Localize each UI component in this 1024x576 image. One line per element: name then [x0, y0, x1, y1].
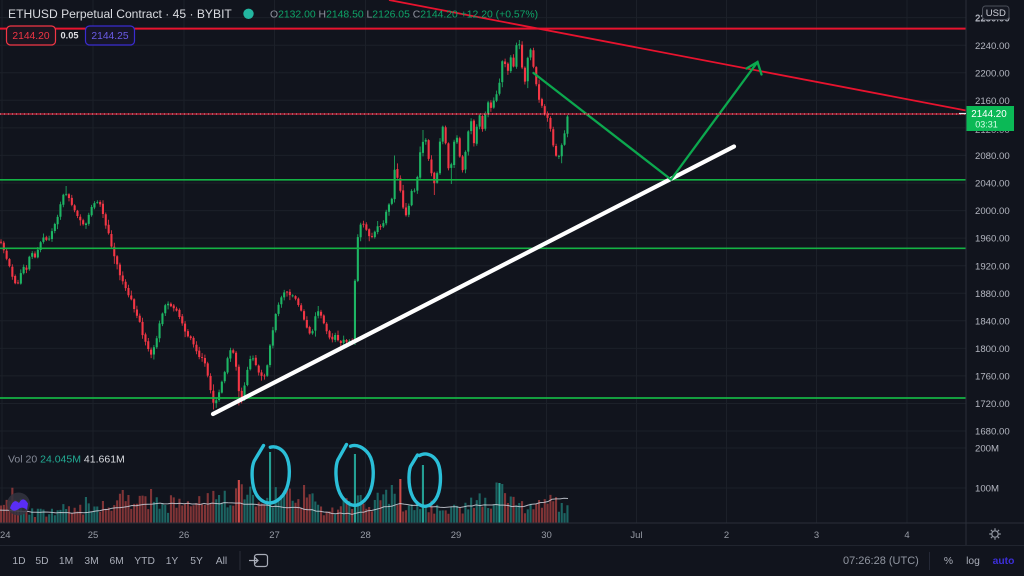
svg-text:26: 26 [179, 530, 190, 541]
svg-text:4: 4 [904, 530, 909, 541]
svg-text:100M: 100M [975, 484, 999, 495]
svg-text:30: 30 [541, 530, 552, 541]
svg-text:YTD: YTD [134, 556, 155, 567]
svg-text:1840.00: 1840.00 [975, 316, 1010, 327]
svg-text:2: 2 [724, 530, 729, 541]
svg-text:07:26:28 (UTC): 07:26:28 (UTC) [843, 555, 919, 567]
svg-text:USD: USD [986, 8, 1006, 19]
svg-text:O2132.00 H2148.50 L2126.05 C21: O2132.00 H2148.50 L2126.05 C2144.20 +12.… [270, 10, 538, 21]
svg-text:3: 3 [814, 530, 819, 541]
svg-text:24: 24 [0, 530, 11, 541]
svg-text:1680.00: 1680.00 [975, 427, 1010, 438]
svg-text:All: All [216, 556, 227, 567]
svg-text:1920.00: 1920.00 [975, 261, 1010, 272]
svg-text:27: 27 [269, 530, 280, 541]
svg-text:29: 29 [451, 530, 462, 541]
svg-text:2080.00: 2080.00 [975, 151, 1010, 162]
svg-text:2040.00: 2040.00 [975, 179, 1010, 190]
svg-text:200M: 200M [975, 444, 999, 455]
svg-text:1M: 1M [59, 556, 73, 567]
svg-text:auto: auto [993, 556, 1015, 567]
svg-text:25: 25 [88, 530, 99, 541]
svg-text:2144.25: 2144.25 [91, 31, 128, 42]
svg-text:log: log [966, 556, 980, 567]
svg-text:1720.00: 1720.00 [975, 399, 1010, 410]
svg-text:1Y: 1Y [166, 556, 179, 567]
svg-text:5Y: 5Y [190, 556, 203, 567]
svg-text:Vol 20 24.045M 41.661M: Vol 20 24.045M 41.661M [8, 454, 125, 466]
svg-text:1880.00: 1880.00 [975, 289, 1010, 300]
svg-text:6M: 6M [109, 556, 123, 567]
svg-text:5D: 5D [35, 556, 48, 567]
svg-text:1800.00: 1800.00 [975, 344, 1010, 355]
svg-text:Jul: Jul [630, 530, 642, 541]
svg-text:3M: 3M [84, 556, 98, 567]
svg-text:2240.00: 2240.00 [975, 41, 1010, 52]
svg-text:2144.20: 2144.20 [971, 109, 1007, 120]
svg-text:1D: 1D [12, 556, 25, 567]
svg-text:0.05: 0.05 [61, 31, 79, 41]
svg-text:28: 28 [360, 530, 371, 541]
svg-text:2000.00: 2000.00 [975, 206, 1010, 217]
svg-text:03:31: 03:31 [975, 119, 998, 129]
svg-text:2160.00: 2160.00 [975, 96, 1010, 107]
svg-text:%: % [944, 556, 953, 567]
svg-text:ETHUSD Perpetual Contract · 45: ETHUSD Perpetual Contract · 45 · BYBIT [8, 7, 232, 21]
svg-text:2200.00: 2200.00 [975, 68, 1010, 79]
svg-text:1760.00: 1760.00 [975, 372, 1010, 383]
svg-text:2144.20: 2144.20 [12, 31, 49, 42]
svg-text:1960.00: 1960.00 [975, 234, 1010, 245]
